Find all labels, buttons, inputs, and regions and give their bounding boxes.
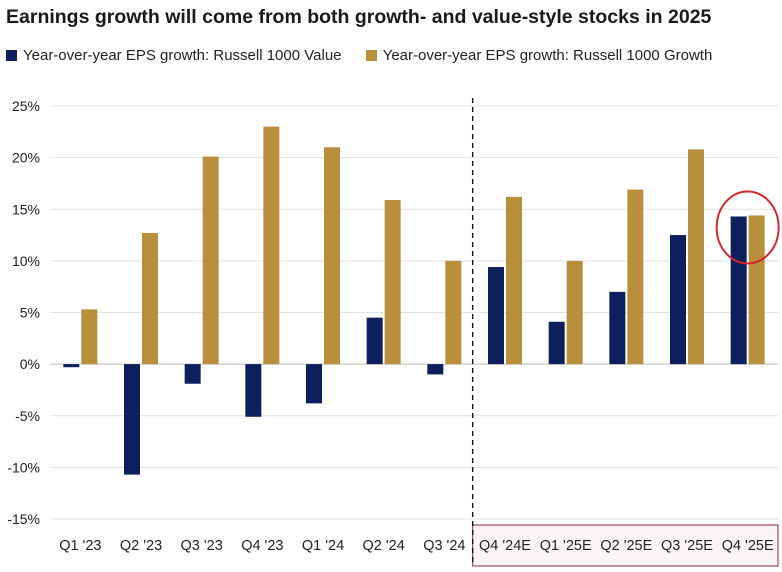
y-tick-label: 10% bbox=[12, 253, 40, 269]
x-tick-label: Q3 '25E bbox=[661, 538, 713, 554]
bar-value bbox=[609, 291, 626, 365]
bar-value bbox=[427, 364, 444, 375]
legend-label-growth: Year-over-year EPS growth: Russell 1000 … bbox=[382, 47, 713, 64]
legend-item-growth: Year-over-year EPS growth: Russell 1000 … bbox=[365, 47, 713, 64]
y-tick-label: 15% bbox=[12, 201, 40, 217]
bar-growth bbox=[81, 309, 98, 365]
x-tick-label: Q1 '23 bbox=[59, 538, 101, 554]
y-tick-label: 0% bbox=[20, 356, 40, 372]
legend-item-value: Year-over-year EPS growth: Russell 1000 … bbox=[6, 47, 342, 64]
bar-value bbox=[184, 364, 201, 384]
x-tick-label: Q4 '24E bbox=[479, 538, 531, 554]
x-tick-label: Q4 '23 bbox=[241, 538, 283, 554]
bar-value bbox=[366, 317, 383, 365]
bar-growth bbox=[566, 260, 583, 365]
bar-value bbox=[730, 216, 747, 365]
x-tick-label: Q2 '23 bbox=[120, 538, 162, 554]
bar-growth bbox=[445, 260, 462, 365]
bar-growth bbox=[202, 156, 219, 365]
bar-value bbox=[124, 364, 140, 475]
bar-value bbox=[488, 267, 504, 365]
bar-growth bbox=[142, 232, 158, 365]
y-tick-label: -10% bbox=[7, 459, 40, 475]
bar-value bbox=[548, 321, 565, 365]
bar-growth bbox=[748, 215, 765, 365]
bar-growth bbox=[627, 189, 644, 365]
y-tick-label: 20% bbox=[12, 150, 40, 166]
legend-swatch-value bbox=[6, 50, 17, 61]
x-tick-label: Q3 '23 bbox=[181, 538, 223, 554]
y-tick-label: -5% bbox=[15, 408, 40, 424]
legend: Year-over-year EPS growth: Russell 1000 … bbox=[6, 47, 732, 65]
legend-swatch-growth bbox=[365, 50, 377, 61]
bar-growth bbox=[263, 126, 280, 365]
bar-growth bbox=[384, 199, 401, 365]
bar-growth bbox=[506, 196, 522, 365]
bar-value bbox=[670, 235, 686, 365]
y-tick-label: 25% bbox=[12, 98, 40, 114]
bar-value bbox=[306, 364, 322, 404]
highlight-circle bbox=[715, 190, 780, 265]
chart-title: Earnings growth will come from both grow… bbox=[6, 6, 712, 28]
x-tick-label: Q4 '25E bbox=[722, 538, 774, 554]
legend-label-value: Year-over-year EPS growth: Russell 1000 … bbox=[23, 47, 342, 64]
y-tick-label: -15% bbox=[7, 511, 40, 527]
x-tick-label: Q1 '24 bbox=[302, 538, 344, 554]
bar-value bbox=[245, 364, 262, 417]
x-tick-label: Q3 '24 bbox=[423, 538, 465, 554]
x-tick-label: Q2 '24 bbox=[363, 538, 405, 554]
bar-growth bbox=[324, 147, 340, 365]
bar-growth bbox=[688, 149, 704, 365]
y-tick-label: 5% bbox=[20, 305, 40, 321]
x-tick-label: Q1 '25E bbox=[540, 538, 592, 554]
forecast-label-box bbox=[472, 524, 779, 567]
bar-value bbox=[63, 364, 80, 368]
x-tick-label: Q2 '25E bbox=[600, 538, 652, 554]
